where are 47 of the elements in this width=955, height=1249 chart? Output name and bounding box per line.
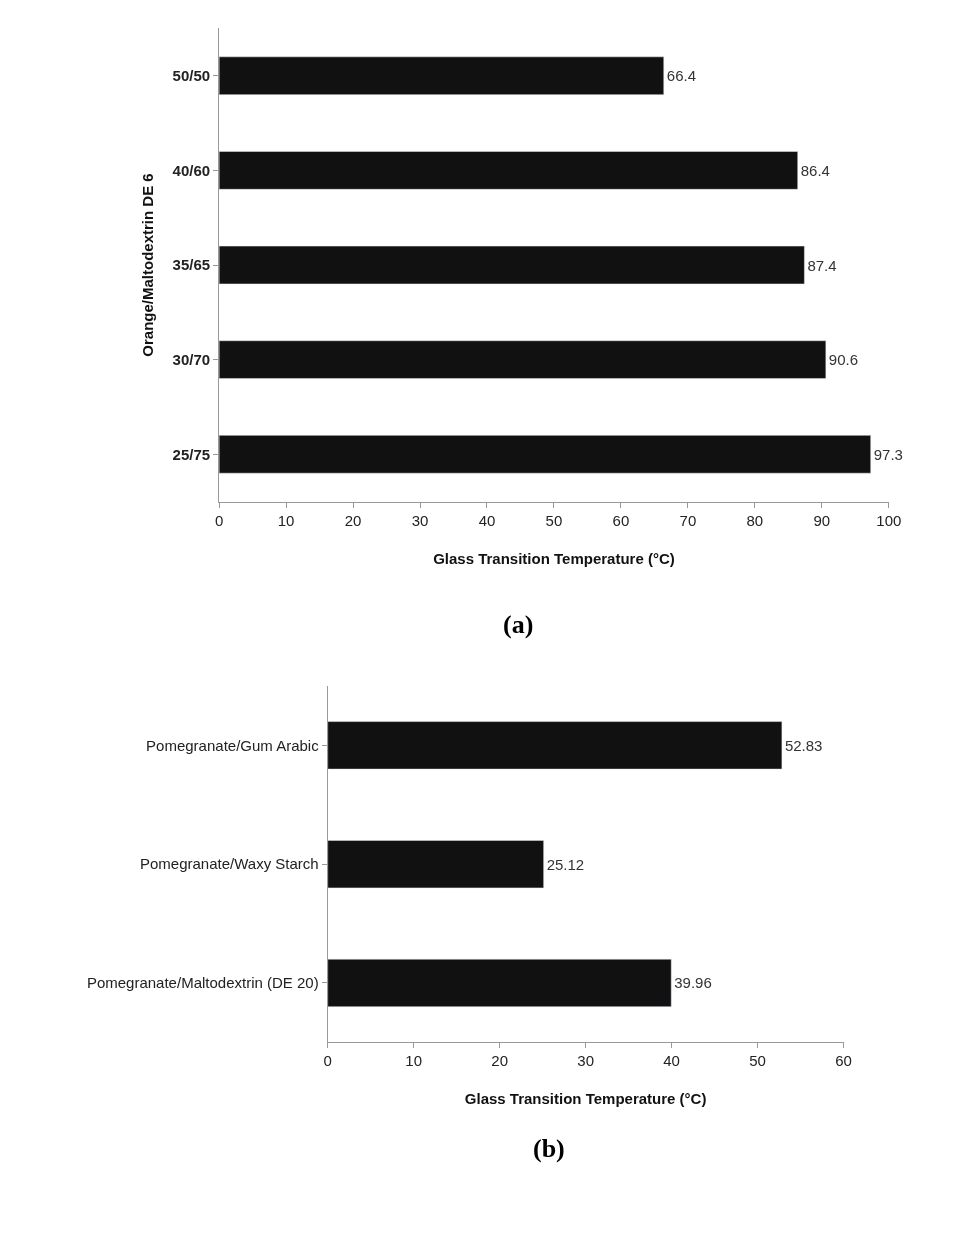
y-axis-title: Orange/Maltodextrin DE 6 bbox=[138, 173, 156, 357]
x-tick-label: 60 bbox=[835, 1052, 852, 1070]
x-tick-label: 60 bbox=[612, 511, 630, 529]
bar bbox=[219, 56, 665, 95]
bar bbox=[327, 840, 544, 889]
data-label: 90.6 bbox=[828, 351, 859, 369]
y-tick-label: Pomegranate/Maltodextrin (DE 20) bbox=[86, 974, 319, 992]
x-tick-label: 10 bbox=[277, 511, 295, 529]
y-tick-label: 30/70 bbox=[172, 350, 211, 368]
data-label: 39.96 bbox=[674, 974, 712, 992]
x-tick-label: 20 bbox=[344, 511, 362, 529]
data-label: 25.12 bbox=[546, 855, 585, 873]
x-tick-label: 50 bbox=[749, 1052, 766, 1070]
data-label: 52.83 bbox=[784, 736, 823, 754]
data-label: 87.4 bbox=[807, 256, 837, 274]
x-tick-label: 40 bbox=[663, 1052, 680, 1070]
bar bbox=[327, 721, 783, 770]
y-tick-label: 35/65 bbox=[172, 256, 211, 274]
x-tick-label: 40 bbox=[478, 511, 496, 529]
x-tick-label: 0 bbox=[214, 511, 224, 529]
text: (a) bbox=[503, 610, 534, 639]
x-tick-label: 20 bbox=[491, 1052, 508, 1070]
x-tick-label: 80 bbox=[746, 511, 764, 529]
bar bbox=[219, 245, 805, 285]
y-tick-label: 25/75 bbox=[172, 445, 211, 463]
y-tick-label: Pomegranate/Gum Arabic bbox=[146, 736, 320, 754]
x-tick-label: 50 bbox=[545, 511, 563, 529]
x-tick-label: 0 bbox=[323, 1052, 332, 1070]
data-label: 86.4 bbox=[800, 161, 830, 179]
bar bbox=[219, 340, 827, 379]
y-tick-label: 50/50 bbox=[172, 67, 211, 84]
data-label: 66.4 bbox=[666, 67, 696, 85]
x-tick-label: 10 bbox=[405, 1052, 423, 1070]
x-tick-label: 70 bbox=[679, 511, 697, 529]
text: (b) bbox=[533, 1134, 565, 1163]
y-tick-label: 40/60 bbox=[172, 161, 211, 179]
x-tick-label: 100 bbox=[876, 511, 902, 529]
bar bbox=[327, 958, 672, 1007]
y-tick-label: Pomegranate/Waxy Starch bbox=[140, 855, 319, 873]
data-label: 97.3 bbox=[873, 445, 903, 463]
x-tick-label: 90 bbox=[813, 511, 831, 529]
x-axis-title: Glass Transition Temperature (°C) bbox=[433, 549, 675, 567]
x-axis-title: Glass Transition Temperature (°C) bbox=[464, 1090, 707, 1108]
bar bbox=[219, 435, 871, 474]
x-tick-label: 30 bbox=[411, 511, 429, 529]
bar bbox=[219, 151, 798, 190]
x-tick-label: 30 bbox=[577, 1052, 594, 1070]
